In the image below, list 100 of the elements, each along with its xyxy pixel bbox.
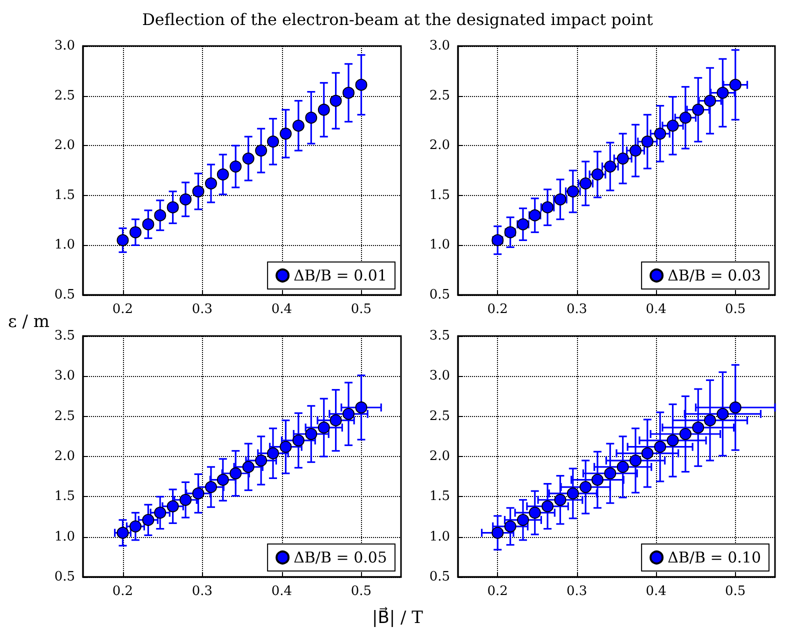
point <box>216 168 229 180</box>
point <box>630 454 642 467</box>
point <box>192 185 204 198</box>
point <box>729 78 742 91</box>
point <box>342 86 355 99</box>
point <box>591 474 604 486</box>
y-tick-label: 0.5 <box>54 288 75 302</box>
point <box>528 506 541 519</box>
point <box>267 447 280 460</box>
point <box>129 520 142 532</box>
y-tick-label: 1.0 <box>54 238 75 253</box>
y-tick-label: 2.0 <box>429 449 450 464</box>
point <box>242 460 254 473</box>
x-tick-label: 0.2 <box>487 584 508 599</box>
y-tick-label: 0.5 <box>429 288 450 302</box>
y-tick-label: 3.5 <box>429 328 450 344</box>
y-tick-label: 1.0 <box>429 238 450 253</box>
y-tick-label: 2.0 <box>429 138 450 154</box>
point <box>142 514 154 526</box>
point <box>192 487 204 500</box>
x-tick-label: 0.3 <box>192 584 213 599</box>
point <box>492 526 504 539</box>
point <box>516 514 529 526</box>
x-tick-label: 0.4 <box>646 302 666 317</box>
x-tick-label: 0.3 <box>192 302 213 317</box>
y-tick-label: 3.5 <box>54 328 75 344</box>
point <box>255 144 268 157</box>
point <box>504 520 516 532</box>
y-tick-label: 1.5 <box>54 489 75 504</box>
point <box>616 460 629 473</box>
point <box>704 414 716 426</box>
point <box>205 177 217 190</box>
point <box>305 428 318 440</box>
legend-label: ΔB/B = 0.10 <box>668 548 761 566</box>
point <box>154 506 166 519</box>
y-tick-label: 3.0 <box>429 368 450 384</box>
point <box>216 474 229 486</box>
point <box>604 160 616 173</box>
point <box>230 160 242 173</box>
point <box>641 447 654 460</box>
x-tick-label: 0.2 <box>112 302 134 317</box>
point <box>542 500 554 512</box>
y-tick-label: 3.0 <box>54 38 75 54</box>
point <box>180 193 192 206</box>
point <box>280 128 292 140</box>
point <box>205 481 217 494</box>
point <box>230 467 242 480</box>
point <box>166 500 179 512</box>
y-axis-title: ε / m <box>8 312 50 332</box>
legend-label: ΔB/B = 0.05 <box>294 548 387 566</box>
y-tick-label: 1.5 <box>429 489 450 504</box>
chart-title: Deflection of the electron-beam at the designated impact point <box>141 10 654 29</box>
point <box>692 104 704 116</box>
y-tick-label: 1.5 <box>54 188 75 203</box>
point <box>580 481 592 494</box>
x-tick-label: 0.4 <box>271 584 292 599</box>
point <box>591 168 604 180</box>
point <box>280 440 292 453</box>
point <box>554 494 566 506</box>
point <box>654 440 666 453</box>
point <box>318 422 330 434</box>
legend-label: ΔB/B = 0.01 <box>294 266 387 284</box>
point <box>305 112 318 124</box>
y-tick-label: 2.5 <box>429 88 450 104</box>
x-tick-label: 0.5 <box>350 302 372 317</box>
point <box>342 408 355 420</box>
point <box>616 152 629 165</box>
point <box>142 218 154 230</box>
point <box>355 402 368 414</box>
point <box>716 86 729 99</box>
y-tick-label: 2.5 <box>429 408 450 424</box>
point <box>641 136 654 148</box>
point <box>679 112 692 124</box>
x-tick-label: 0.3 <box>566 302 588 317</box>
point <box>666 434 679 446</box>
y-tick-label: 1.5 <box>429 188 450 203</box>
x-tick-label: 0.4 <box>646 584 666 599</box>
y-tick-label: 2.5 <box>54 88 75 104</box>
point <box>716 408 729 420</box>
point <box>330 94 342 107</box>
x-tick-label: 0.5 <box>725 584 746 599</box>
point <box>242 152 254 165</box>
point <box>292 120 304 132</box>
point <box>292 434 304 446</box>
x-tick-label: 0.5 <box>725 302 746 317</box>
y-tick-label: 3.0 <box>429 38 450 54</box>
y-tick-label: 2.0 <box>54 138 75 154</box>
y-tick-label: 0.5 <box>54 570 75 584</box>
y-tick-label: 3.0 <box>54 368 75 384</box>
point <box>604 467 616 480</box>
point <box>166 201 179 214</box>
point <box>116 234 129 246</box>
point <box>255 454 268 467</box>
y-tick-label: 2.5 <box>54 408 75 424</box>
point <box>355 78 368 91</box>
point <box>180 494 192 506</box>
x-tick-label: 0.2 <box>112 584 134 599</box>
point <box>654 128 666 140</box>
point <box>318 104 330 116</box>
point <box>679 428 692 440</box>
